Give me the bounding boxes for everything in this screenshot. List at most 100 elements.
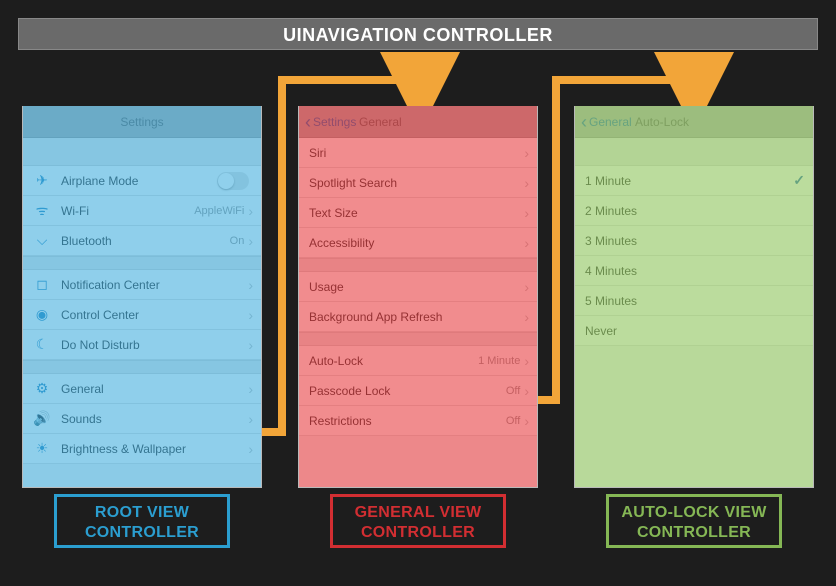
brightness-&-wallpaper-icon: ☀ — [33, 440, 51, 458]
section-gap — [575, 138, 813, 166]
airplane-mode-icon: ✈ — [33, 172, 51, 190]
list-row[interactable]: Never — [575, 316, 813, 346]
list-row[interactable]: ☾ Do Not Disturb› — [23, 330, 261, 360]
chevron-right-icon: › — [524, 309, 529, 325]
autolock-caption: AUTO-LOCK VIEWCONTROLLER — [606, 494, 782, 548]
list-row[interactable]: 2 Minutes — [575, 196, 813, 226]
toggle-switch[interactable] — [217, 172, 249, 190]
list-row[interactable]: Accessibility› — [299, 228, 537, 258]
list-row[interactable]: 4 Minutes — [575, 256, 813, 286]
row-label: Bluetooth — [61, 234, 230, 248]
row-label: Control Center — [61, 308, 248, 322]
list-row[interactable]: Auto-Lock1 Minute › — [299, 346, 537, 376]
nav-title: Auto-Lock — [635, 115, 689, 129]
row-label: Brightness & Wallpaper — [61, 442, 248, 456]
nav-bar: Settings General — [299, 106, 537, 138]
row-label: 4 Minutes — [585, 264, 805, 278]
row-label: Auto-Lock — [309, 354, 478, 368]
general-icon: ⚙ — [33, 380, 51, 398]
row-label: General — [61, 382, 248, 396]
row-label: 5 Minutes — [585, 294, 805, 308]
notification-center-icon: ◻ — [33, 276, 51, 294]
row-label: Notification Center — [61, 278, 248, 292]
chevron-right-icon: › — [524, 353, 529, 369]
do-not-disturb-icon: ☾ — [33, 336, 51, 354]
general-caption: GENERAL VIEWCONTROLLER — [330, 494, 506, 548]
root-caption: ROOT VIEWCONTROLLER — [54, 494, 230, 548]
row-label: Usage — [309, 280, 524, 294]
list-row[interactable]: ⌵ BluetoothOn› — [23, 226, 261, 256]
section-gap — [299, 258, 537, 272]
header-bar: UINAVIGATION CONTROLLER — [18, 18, 818, 50]
chevron-right-icon: › — [248, 411, 253, 427]
chevron-right-icon: › — [524, 175, 529, 191]
section-gap — [23, 138, 261, 166]
row-label: Never — [585, 324, 805, 338]
list-row[interactable]: ◉Control Center› — [23, 300, 261, 330]
list-row[interactable]: Text Size› — [299, 198, 537, 228]
nav-bar: Settings — [23, 106, 261, 138]
row-label: Spotlight Search — [309, 176, 524, 190]
back-button[interactable]: General — [581, 115, 632, 129]
list-row[interactable]: 3 Minutes — [575, 226, 813, 256]
nav-bar: General Auto-Lock — [575, 106, 813, 138]
list-row[interactable]: Passcode LockOff › — [299, 376, 537, 406]
chevron-right-icon: › — [524, 383, 529, 399]
list-row[interactable]: Usage› — [299, 272, 537, 302]
chevron-right-icon: › — [248, 337, 253, 353]
row-label: Siri — [309, 146, 524, 160]
list-row[interactable]: RestrictionsOff › — [299, 406, 537, 436]
chevron-right-icon: › — [248, 441, 253, 457]
control-center-icon: ◉ — [33, 306, 51, 324]
list-row[interactable]: 🔊 Sounds› — [23, 404, 261, 434]
back-button[interactable]: Settings — [305, 115, 356, 129]
bluetooth-icon: ⌵ — [33, 232, 51, 250]
row-label: 1 Minute — [585, 174, 793, 188]
row-label: Accessibility — [309, 236, 524, 250]
chevron-right-icon: › — [248, 203, 253, 219]
row-value: AppleWiFi — [194, 205, 244, 217]
wi-fi-icon: ᯤ — [33, 202, 51, 220]
root-view-panel: Settings ✈Airplane ModeᯤWi-FiAppleWiFi›⌵… — [22, 106, 262, 488]
checkmark-icon: ✓ — [793, 172, 805, 189]
sounds-icon: 🔊 — [33, 410, 51, 428]
list-row[interactable]: Siri› — [299, 138, 537, 168]
section-gap — [23, 360, 261, 374]
section-gap — [299, 332, 537, 346]
list-row[interactable]: 5 Minutes — [575, 286, 813, 316]
row-label: Background App Refresh — [309, 310, 524, 324]
chevron-right-icon: › — [524, 145, 529, 161]
chevron-right-icon: › — [524, 205, 529, 221]
row-label: 2 Minutes — [585, 204, 805, 218]
chevron-right-icon: › — [248, 381, 253, 397]
autolock-view-panel: General Auto-Lock 1 Minute✓ 2 Minutes 3 Mi… — [574, 106, 814, 488]
list-row[interactable]: 1 Minute✓ — [575, 166, 813, 196]
row-label: Sounds — [61, 412, 248, 426]
row-label: Text Size — [309, 206, 524, 220]
section-gap — [23, 256, 261, 270]
row-label: Do Not Disturb — [61, 338, 248, 352]
row-value: 1 Minute — [478, 355, 520, 367]
list-row[interactable]: ☀ Brightness & Wallpaper› — [23, 434, 261, 464]
nav-title: General — [359, 115, 402, 129]
chevron-right-icon: › — [248, 233, 253, 249]
list-row[interactable]: Background App Refresh› — [299, 302, 537, 332]
chevron-right-icon: › — [524, 235, 529, 251]
row-value: On — [230, 235, 245, 247]
list-row[interactable]: ✈ Airplane Mode — [23, 166, 261, 196]
list-row[interactable]: Spotlight Search› — [299, 168, 537, 198]
row-label: Wi-Fi — [61, 204, 194, 218]
row-value: Off — [506, 385, 520, 397]
list-row[interactable]: ◻Notification Center› — [23, 270, 261, 300]
general-view-panel: Settings General Siri›Spotlight Search›T… — [298, 106, 538, 488]
list-row[interactable]: ⚙ General› — [23, 374, 261, 404]
list-row[interactable]: ᯤ Wi-FiAppleWiFi › — [23, 196, 261, 226]
row-label: Passcode Lock — [309, 384, 506, 398]
row-label: 3 Minutes — [585, 234, 805, 248]
row-label: Restrictions — [309, 414, 506, 428]
chevron-right-icon: › — [524, 413, 529, 429]
nav-title: Settings — [120, 115, 163, 129]
chevron-right-icon: › — [524, 279, 529, 295]
row-label: Airplane Mode — [61, 174, 217, 188]
row-value: Off — [506, 415, 520, 427]
